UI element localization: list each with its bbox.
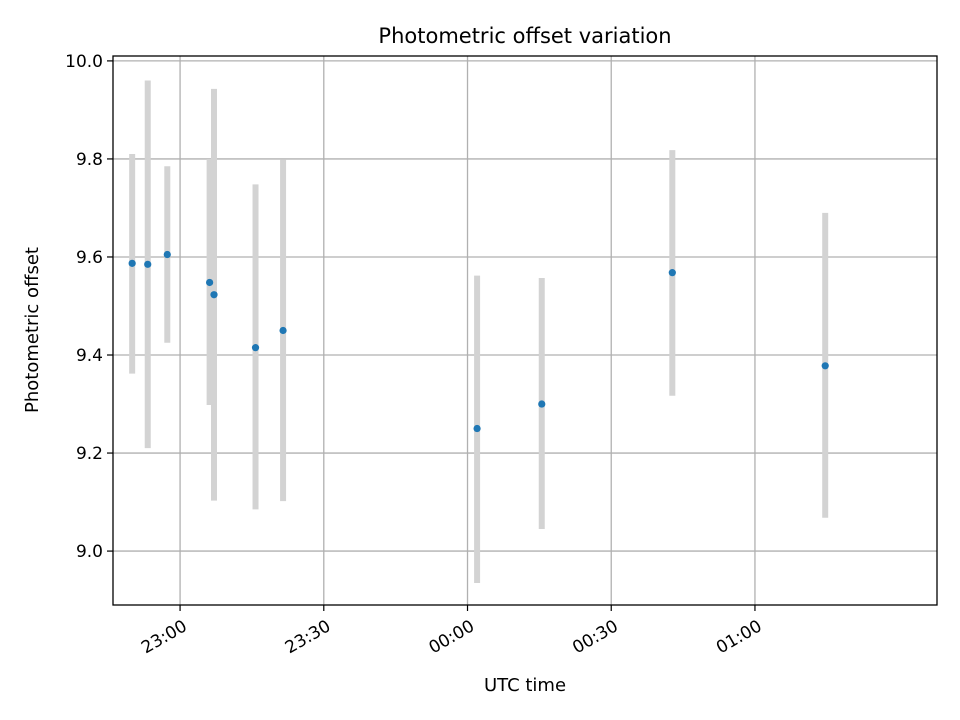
- data-points: [128, 250, 829, 433]
- y-tick-label: 9.6: [76, 248, 103, 268]
- y-axis-title: Photometric offset: [22, 247, 43, 413]
- plot-frame: [112, 55, 938, 606]
- y-tick-label: 9.4: [76, 346, 103, 366]
- data-point: [821, 362, 829, 370]
- plot-area: [113, 56, 937, 605]
- data-point: [279, 326, 287, 335]
- data-point: [251, 344, 260, 352]
- data-point: [206, 278, 214, 287]
- data-point: [538, 400, 546, 408]
- y-tick-label: 9.2: [76, 444, 103, 464]
- y-tick-label: 9.0: [76, 542, 103, 562]
- data-point: [128, 259, 136, 267]
- y-tick-label: 9.8: [76, 150, 103, 170]
- data-point: [473, 424, 481, 433]
- grid-lines: [113, 56, 937, 605]
- chart-title: Photometric offset variation: [378, 24, 671, 48]
- data-point: [163, 250, 171, 259]
- data-point: [144, 260, 152, 268]
- y-axis-ticks: 9.0 9.2 9.4 9.6 9.8 10.0: [65, 52, 113, 562]
- data-point: [210, 291, 218, 299]
- data-point: [668, 269, 676, 277]
- y-tick-label: 10.0: [65, 52, 103, 72]
- x-axis-title: UTC time: [484, 675, 566, 696]
